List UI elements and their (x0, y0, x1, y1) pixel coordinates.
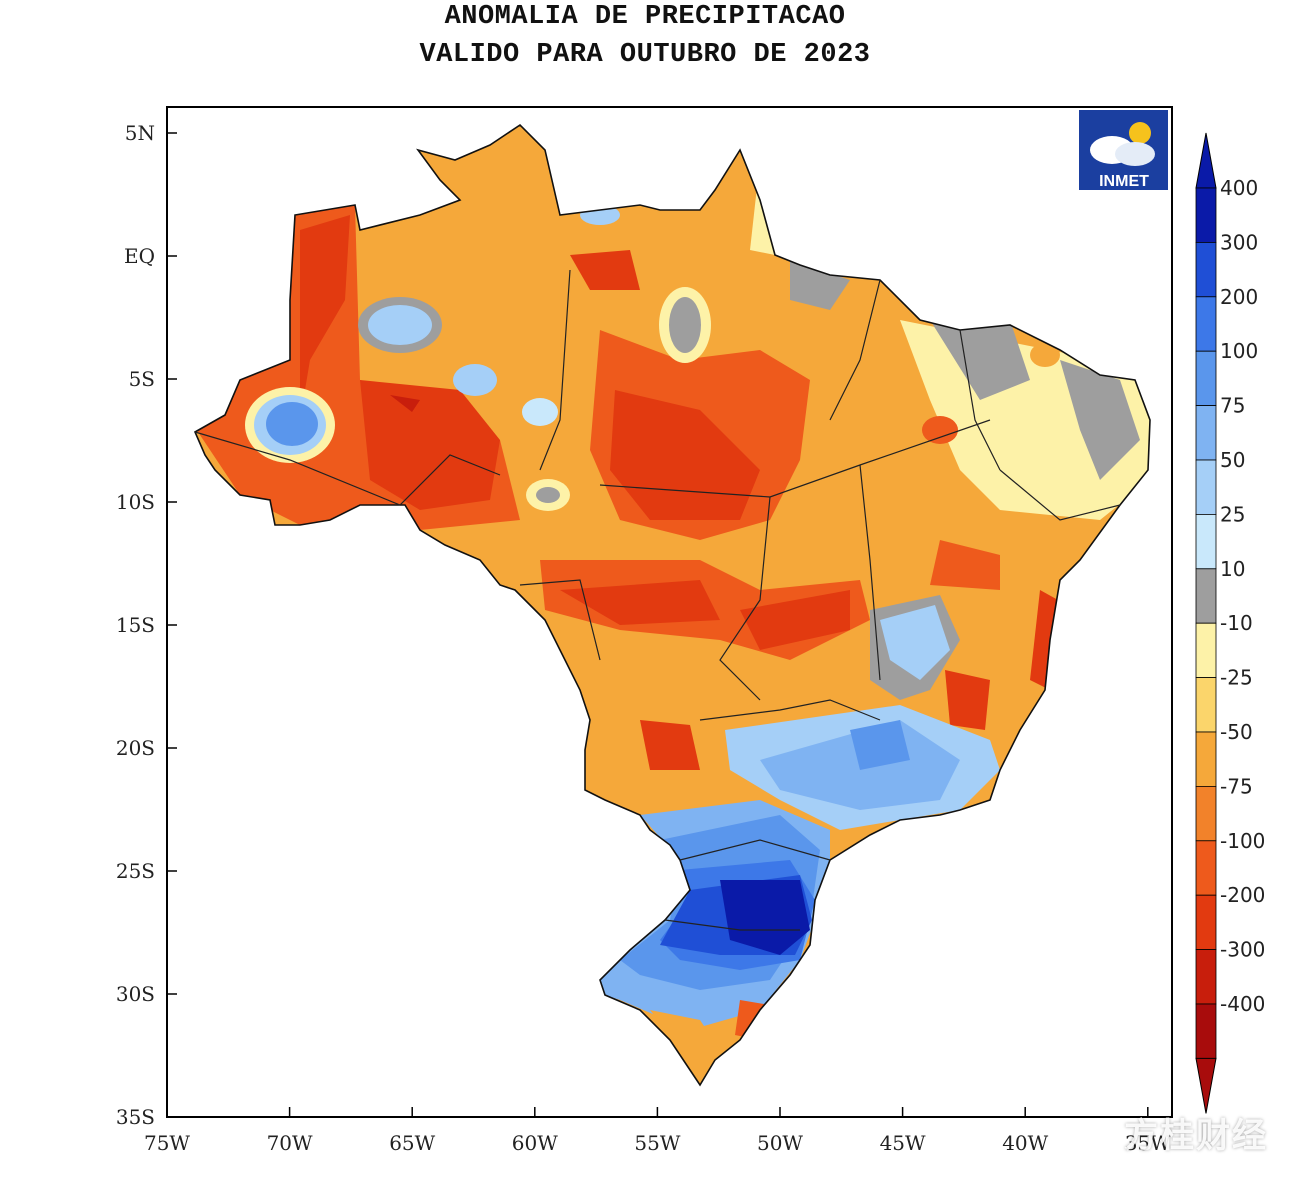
lat-tick-label: 15S (116, 613, 155, 637)
lon-tick-label: 60W (512, 1131, 558, 1155)
lat-tick-label: EQ (124, 244, 155, 268)
lon-tick-label: 50W (757, 1131, 803, 1155)
colorbar-label: -200 (1220, 883, 1265, 907)
colorbar-label: 75 (1220, 394, 1245, 418)
lon-tick-label: 75W (144, 1131, 190, 1155)
colorbar-label: 100 (1220, 339, 1258, 363)
lat-tick-label: 25S (116, 859, 155, 883)
colorbar-segment (1195, 296, 1217, 352)
colorbar: 400 300 200 100 75 50 25 10 -10 -25 -50 -75 -100 -200… (1195, 132, 1265, 1114)
colorbar-label: -100 (1220, 829, 1265, 853)
colorbar-label: -10 (1220, 611, 1253, 635)
inmet-logo: INMET (1079, 110, 1168, 190)
lat-tick-label: 5S (129, 367, 155, 391)
colorbar-segment (1195, 949, 1217, 1005)
lat-tick-label: 30S (116, 982, 155, 1006)
latitude-labels: 5N EQ 5S 10S 15S 20S 25S 30S 35S (116, 121, 177, 1129)
colorbar-label: 10 (1220, 557, 1245, 581)
lon-tick-label: 65W (389, 1131, 435, 1155)
colorbar-bottom-arrow (1195, 1057, 1217, 1114)
lat-tick-label: 35S (116, 1105, 155, 1129)
colorbar-label: 25 (1220, 502, 1245, 526)
colorbar-segment (1195, 459, 1217, 515)
lon-tick-label: 55W (634, 1131, 680, 1155)
lat-tick-label: 20S (116, 736, 155, 760)
lon-tick-label: 35W (1125, 1131, 1171, 1155)
colorbar-segment (1195, 840, 1217, 896)
state-borders (194, 269, 1121, 931)
colorbar-segment (1195, 187, 1217, 243)
colorbar-label: -25 (1220, 666, 1253, 690)
map-title-line1: ANOMALIA DE PRECIPITACAO (444, 2, 846, 32)
colorbar-segment (1195, 622, 1217, 679)
colorbar-segment (1195, 1003, 1217, 1059)
colorbar-label: 50 (1220, 448, 1245, 472)
longitude-labels: 75W 70W 65W 60W 55W 50W 45W 40W 35W (144, 1107, 1171, 1155)
map-title-line2: VALIDO PARA OUTUBRO DE 2023 (419, 40, 871, 70)
logo-text: INMET (1099, 173, 1149, 190)
colorbar-segment (1195, 514, 1217, 570)
colorbar-top-arrow (1195, 132, 1217, 189)
colorbar-segment (1195, 731, 1217, 787)
colorbar-label: 200 (1220, 285, 1258, 309)
lon-tick-label: 45W (880, 1131, 926, 1155)
lon-tick-label: 40W (1002, 1131, 1048, 1155)
colorbar-segment (1195, 568, 1217, 624)
colorbar-segment (1195, 405, 1217, 461)
colorbar-label: -50 (1220, 720, 1253, 744)
colorbar-label: -300 (1220, 938, 1265, 962)
colorbar-label: 400 (1220, 176, 1258, 200)
colorbar-label: 300 (1220, 230, 1258, 254)
colorbar-segment (1195, 894, 1217, 951)
colorbar-segment (1195, 786, 1217, 842)
lat-tick-label: 10S (116, 490, 155, 514)
colorbar-segment (1195, 241, 1217, 298)
lon-tick-label: 70W (267, 1131, 313, 1155)
lat-tick-label: 5N (125, 121, 155, 145)
colorbar-segment (1195, 350, 1217, 407)
colorbar-label: -75 (1220, 774, 1253, 798)
colorbar-segment (1195, 677, 1217, 733)
sun-icon (1129, 122, 1151, 144)
watermark: 方桂财经 (1124, 1116, 1268, 1156)
colorbar-label: -400 (1220, 992, 1265, 1016)
